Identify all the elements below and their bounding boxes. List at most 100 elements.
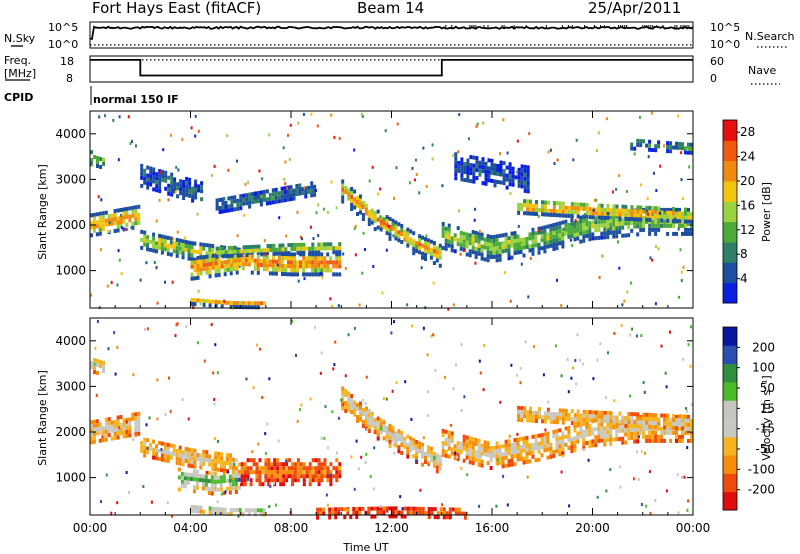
power-cell bbox=[350, 195, 354, 199]
power-cell bbox=[250, 254, 254, 259]
power-cell bbox=[335, 206, 338, 210]
power-cell bbox=[297, 121, 300, 125]
velocity-cell bbox=[341, 398, 345, 403]
power-cell bbox=[472, 175, 476, 180]
power-cell bbox=[612, 230, 616, 235]
velocity-cell bbox=[273, 466, 277, 471]
velocity-cell bbox=[683, 475, 686, 479]
velocity-cell bbox=[288, 470, 291, 475]
power-cell bbox=[489, 239, 493, 243]
velocity-cell bbox=[681, 434, 684, 439]
velocity-cell bbox=[326, 503, 329, 507]
power-cell bbox=[678, 141, 681, 146]
power-cell bbox=[615, 230, 619, 235]
velocity-cell bbox=[639, 427, 643, 432]
power-cell bbox=[292, 188, 296, 193]
velocity-cell bbox=[181, 462, 185, 467]
power-cell bbox=[478, 164, 482, 169]
velocity-cell bbox=[96, 371, 99, 375]
velocity-cell bbox=[391, 510, 395, 515]
velocity-cell bbox=[501, 444, 505, 449]
velocity-cell bbox=[116, 345, 119, 349]
power-cell bbox=[645, 219, 649, 224]
power-cell bbox=[288, 260, 291, 264]
power-cell bbox=[547, 150, 550, 154]
velocity-cell bbox=[210, 323, 213, 327]
velocity-cell bbox=[276, 462, 280, 467]
power-cell bbox=[462, 235, 466, 240]
velocity-cell bbox=[510, 458, 514, 463]
power-cell bbox=[356, 204, 359, 208]
velocity-cell bbox=[430, 334, 433, 338]
velocity-cell bbox=[561, 443, 565, 448]
power-cell bbox=[573, 206, 577, 211]
power-cell bbox=[356, 200, 359, 204]
velocity-cell bbox=[353, 404, 357, 409]
velocity-cell bbox=[122, 426, 126, 431]
power-cell bbox=[651, 227, 655, 232]
velocity-cell bbox=[243, 482, 247, 487]
power-cell bbox=[199, 246, 203, 251]
velocity-panel-frame bbox=[89, 317, 694, 516]
x-axis-label: Time UT bbox=[342, 541, 388, 554]
power-cell bbox=[160, 238, 164, 243]
velocity-cell bbox=[454, 451, 457, 455]
power-cell bbox=[332, 272, 336, 277]
power-cell bbox=[630, 213, 634, 218]
power-cell bbox=[432, 281, 435, 285]
velocity-cell bbox=[603, 418, 607, 423]
power-cell bbox=[146, 243, 150, 248]
power-cell bbox=[517, 167, 521, 172]
velocity-cell bbox=[211, 510, 215, 515]
velocity-cell bbox=[364, 422, 368, 427]
power-cell bbox=[642, 215, 646, 220]
power-cell bbox=[630, 205, 634, 210]
power-cell bbox=[690, 142, 693, 147]
velocity-cell bbox=[202, 509, 206, 514]
power-cell bbox=[256, 301, 260, 306]
velocity-cell bbox=[576, 421, 580, 426]
power-cell bbox=[247, 305, 251, 310]
power-cell bbox=[684, 215, 687, 220]
power-cell bbox=[394, 228, 398, 233]
power-cell bbox=[274, 263, 278, 268]
power-cell bbox=[454, 168, 458, 173]
power-cell bbox=[412, 231, 416, 236]
velocity-cell bbox=[540, 433, 544, 438]
power-cell bbox=[459, 230, 463, 235]
power-cell bbox=[305, 260, 309, 265]
power-cell bbox=[517, 202, 521, 207]
power-cell bbox=[317, 246, 321, 251]
power-cell bbox=[678, 215, 682, 220]
power-cell bbox=[363, 248, 366, 251]
velocity-cell bbox=[308, 478, 312, 483]
power-cell bbox=[241, 262, 245, 267]
power-cell bbox=[146, 247, 150, 252]
frequency-panel: Freq. [MHz] 18 8 60 0 Nave bbox=[4, 54, 780, 85]
power-cell bbox=[406, 239, 410, 244]
power-cell bbox=[546, 232, 550, 237]
velocity-cell bbox=[388, 427, 392, 432]
velocity-cell bbox=[642, 430, 646, 435]
velocity-cell bbox=[471, 445, 475, 450]
velocity-cell bbox=[681, 414, 685, 419]
power-cell bbox=[648, 217, 652, 222]
velocity-cell bbox=[201, 486, 205, 491]
power-cell bbox=[543, 233, 547, 238]
velocity-cell bbox=[552, 416, 556, 420]
velocity-cell bbox=[588, 432, 592, 437]
velocity-cell bbox=[583, 448, 586, 452]
power-cell bbox=[125, 222, 129, 227]
velocity-cell bbox=[266, 422, 269, 426]
power-cell bbox=[546, 208, 550, 213]
velocity-cell bbox=[654, 421, 658, 426]
velocity-cell bbox=[406, 510, 410, 515]
velocity-cell bbox=[447, 442, 451, 447]
power-cell bbox=[262, 251, 266, 256]
power-cell bbox=[338, 264, 342, 269]
power-cell bbox=[388, 228, 391, 232]
power-cell bbox=[385, 231, 389, 236]
power-colorbar-label-tick: 28 bbox=[740, 125, 755, 139]
velocity-cell bbox=[305, 470, 309, 475]
power-cell bbox=[469, 167, 473, 172]
